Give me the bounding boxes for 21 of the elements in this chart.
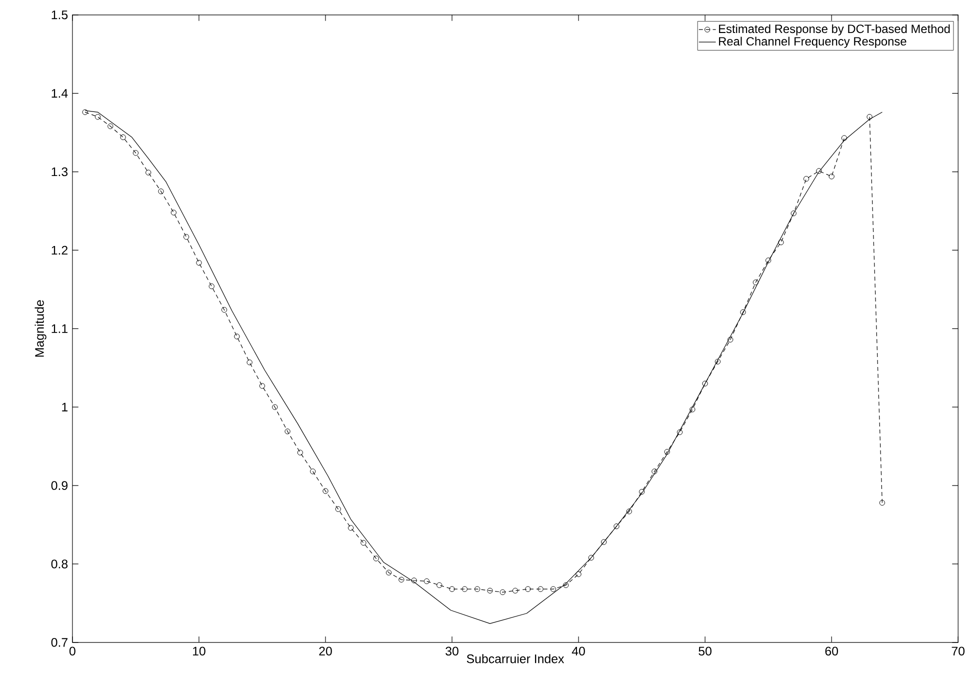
y-tick-label: 1.2 [52, 246, 68, 255]
legend-label: Estimated Response by DCT-based Method [719, 24, 950, 36]
x-tick-label: 50 [698, 646, 712, 656]
y-tick-label: 1.3 [52, 167, 68, 176]
x-tick-label: 70 [952, 646, 965, 656]
x-tick-label: 40 [572, 646, 585, 656]
y-tick-label: 1 [62, 402, 68, 412]
x-tick-label: 10 [193, 646, 206, 656]
y-axis-title: Magnitude [34, 300, 46, 357]
x-tick-label: 30 [446, 646, 458, 656]
y-tick-label: 0.7 [51, 638, 68, 647]
y-tick-label: 0.9 [51, 481, 68, 490]
y-tick-label: 1.4 [52, 89, 68, 98]
y-tick-label: 0.8 [51, 560, 68, 568]
legend-label: Real Channel Frequency Response [719, 36, 906, 48]
y-tick-label: 1.1 [52, 324, 68, 333]
y-tick-label: 1.5 [52, 10, 68, 20]
x-tick-label: 0 [69, 646, 76, 656]
x-tick-label: 20 [319, 646, 332, 656]
x-axis-title: Subcarruier Index [466, 654, 564, 664]
x-tick-label: 60 [825, 646, 838, 656]
